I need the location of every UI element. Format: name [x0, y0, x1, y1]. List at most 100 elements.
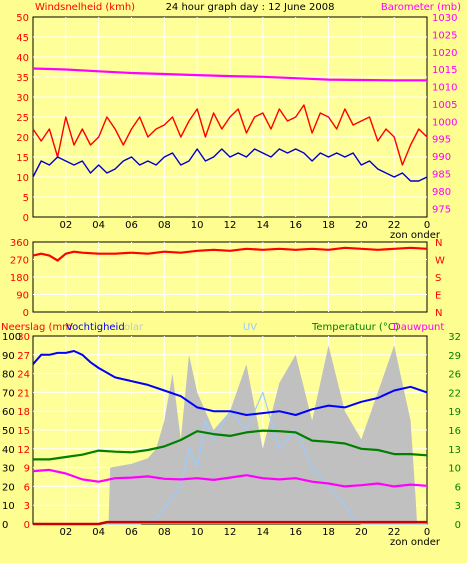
direction-tick-label: 90 — [16, 291, 29, 302]
x-tick-label-top: 02 — [59, 220, 72, 231]
rain-tick-label: 21 — [17, 388, 30, 399]
rain-tick-label: 15 — [17, 426, 30, 437]
compass-tick-label: N — [435, 308, 442, 319]
barometer-tick-label: 975 — [432, 204, 451, 215]
x-tick-label-top: 0 — [424, 220, 430, 231]
compass-tick-label: E — [435, 291, 441, 302]
barometer-tick-label: 995 — [432, 135, 451, 146]
direction-tick-label: 360 — [10, 238, 29, 249]
x-tick-label-bottom: 20 — [355, 527, 368, 538]
temperature-tick-label: 6 — [455, 482, 461, 493]
rain-tick-label: 18 — [17, 407, 30, 418]
wind-tick-label: 25 — [16, 113, 29, 124]
x-tick-label-bottom: 14 — [256, 527, 269, 538]
wind-tick-label: 15 — [16, 153, 29, 164]
barometer-tick-label: 1015 — [432, 65, 457, 76]
temperature-tick-label: 32 — [448, 332, 461, 343]
series-windstoten — [32, 148, 428, 182]
wind-axis-label: Windsnelheid (kmh) — [35, 2, 135, 13]
humidity-tick-label: 50 — [2, 426, 15, 437]
solar-axis-label: olar — [124, 322, 144, 333]
wind-tick-label: 30 — [16, 93, 29, 104]
temperature-tick-label: 10 — [448, 464, 461, 475]
temperature-tick-label: 26 — [448, 370, 461, 381]
barometer-tick-label: 985 — [432, 170, 451, 181]
x-tick-label-top: 16 — [289, 220, 302, 231]
temperature-tick-label: 3 — [455, 501, 461, 512]
temperature-tick-label: 29 — [448, 351, 461, 362]
dewpoint-axis-label: Dauwpunt — [393, 322, 444, 333]
chart-title: 24 hour graph day : 12 June 2008 — [166, 2, 335, 13]
barometer-tick-label: 1000 — [432, 117, 457, 128]
x-tick-label-bottom: 16 — [289, 527, 302, 538]
compass-tick-label: N — [435, 238, 442, 249]
compass-tick-label: S — [435, 273, 441, 284]
series-barometer — [32, 67, 427, 82]
wind-tick-label: 10 — [16, 173, 29, 184]
wind-tick-label: 35 — [16, 73, 29, 84]
series-dauwpunt — [32, 468, 428, 488]
direction-tick-label: 0 — [23, 308, 29, 319]
humidity-tick-label: 30 — [2, 464, 15, 475]
x-tick-label-bottom: 10 — [191, 527, 204, 538]
temperature-tick-label: 22 — [448, 388, 461, 399]
rain-tick-label: 24 — [17, 370, 30, 381]
x-tick-label-bottom: 04 — [92, 527, 105, 538]
direction-tick-label: 180 — [10, 273, 29, 284]
humidity-tick-label: 0 — [2, 520, 8, 531]
temperature-tick-label: 0 — [455, 520, 461, 531]
rain-tick-label: 3 — [24, 501, 30, 512]
series-windsnelheid — [32, 104, 428, 166]
x-tick-label-top: 14 — [256, 220, 269, 231]
temperature-tick-label: 13 — [448, 445, 461, 456]
humidity-tick-label: 80 — [2, 370, 15, 381]
rain-tick-label: 9 — [24, 464, 30, 475]
humidity-axis-label: Vochtigheid — [66, 322, 125, 333]
x-tick-label-bottom: 06 — [125, 527, 138, 538]
direction-tick-label: 270 — [10, 256, 29, 267]
x-tick-label-top: 18 — [322, 220, 335, 231]
compass-tick-label: W — [435, 256, 445, 267]
x-tick-label-bottom: 12 — [224, 527, 237, 538]
x-tick-label-top: 08 — [158, 220, 171, 231]
x-tick-label-bottom: 02 — [59, 527, 72, 538]
x-tick-label-bottom: 18 — [322, 527, 335, 538]
barometer-tick-label: 1005 — [432, 100, 457, 111]
wind-tick-label: 45 — [16, 33, 29, 44]
humidity-tick-label: 70 — [2, 388, 15, 399]
x-tick-label-top: 04 — [92, 220, 105, 231]
humidity-tick-label: 40 — [2, 445, 15, 456]
series-windrichting — [32, 246, 428, 262]
humidity-tick-label: 60 — [2, 407, 15, 418]
uv-axis-label: UV — [243, 322, 257, 333]
rain-axis-label: Neerslag (mm — [1, 322, 72, 333]
x-tick-label-top: 12 — [224, 220, 237, 231]
series-vochtigheid — [32, 350, 428, 416]
wind-tick-label: 5 — [23, 193, 29, 204]
x-tick-label-top: 10 — [191, 220, 204, 231]
wind-tick-label: 20 — [16, 133, 29, 144]
barometer-tick-label: 1030 — [432, 13, 457, 24]
sunset-label-bottom: zon onder — [390, 537, 441, 548]
series-temperatuur — [33, 429, 428, 461]
wind-tick-label: 40 — [16, 53, 29, 64]
barometer-tick-label: 990 — [432, 152, 451, 163]
series-solar — [33, 345, 427, 524]
barometer-tick-label: 1025 — [432, 30, 457, 41]
barometer-axis-label: Barometer (mb) — [381, 2, 461, 13]
rain-tick-label: 0 — [24, 520, 30, 531]
x-tick-label-top: 06 — [125, 220, 138, 231]
temperature-axis-label: Temperatuur (°C) — [311, 322, 399, 333]
x-tick-label-bottom: 08 — [158, 527, 171, 538]
temperature-tick-label: 16 — [448, 426, 461, 437]
humidity-tick-label: 90 — [2, 351, 15, 362]
x-tick-label-top: 22 — [388, 220, 401, 231]
rain-tick-label: 12 — [17, 445, 30, 456]
rain-tick-label: 6 — [24, 482, 30, 493]
rain-tick-label: 30 — [17, 332, 30, 343]
humidity-tick-label: 100 — [2, 332, 21, 343]
rain-tick-label: 27 — [17, 351, 30, 362]
x-tick-label-top: 20 — [355, 220, 368, 231]
wind-tick-label: 0 — [23, 213, 29, 224]
